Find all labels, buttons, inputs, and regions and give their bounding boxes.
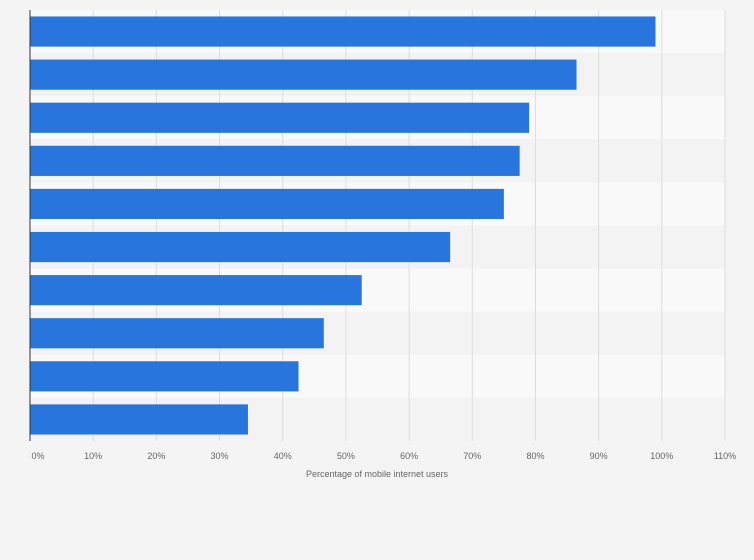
x-tick-label: 50% [337, 451, 355, 461]
x-axis-title: Percentage of mobile internet users [306, 469, 449, 479]
bar [30, 361, 299, 392]
bar [30, 318, 324, 349]
x-tick-labels: 0% 10% 20% 30% 40% 50% 60% 70% 80% 90% 100% 110% [31, 451, 736, 461]
bars [30, 16, 656, 435]
bar [30, 145, 520, 176]
x-tick-label: 40% [274, 451, 292, 461]
x-tick-label: 90% [590, 451, 608, 461]
bar [30, 59, 577, 90]
bar [30, 102, 530, 133]
x-tick-label: 30% [211, 451, 229, 461]
bar [30, 16, 656, 47]
x-tick-label: 60% [400, 451, 418, 461]
x-tick-label: 100% [650, 451, 673, 461]
x-tick-label: 70% [463, 451, 481, 461]
x-tick-label: 0% [31, 451, 44, 461]
bar [30, 404, 248, 435]
bar [30, 231, 451, 263]
x-tick-label: 110% [714, 451, 736, 461]
x-tick-label: 80% [526, 451, 544, 461]
x-tick-label: 10% [84, 451, 102, 461]
bar [30, 275, 362, 306]
bar [30, 188, 504, 220]
x-tick-label: 20% [147, 451, 165, 461]
